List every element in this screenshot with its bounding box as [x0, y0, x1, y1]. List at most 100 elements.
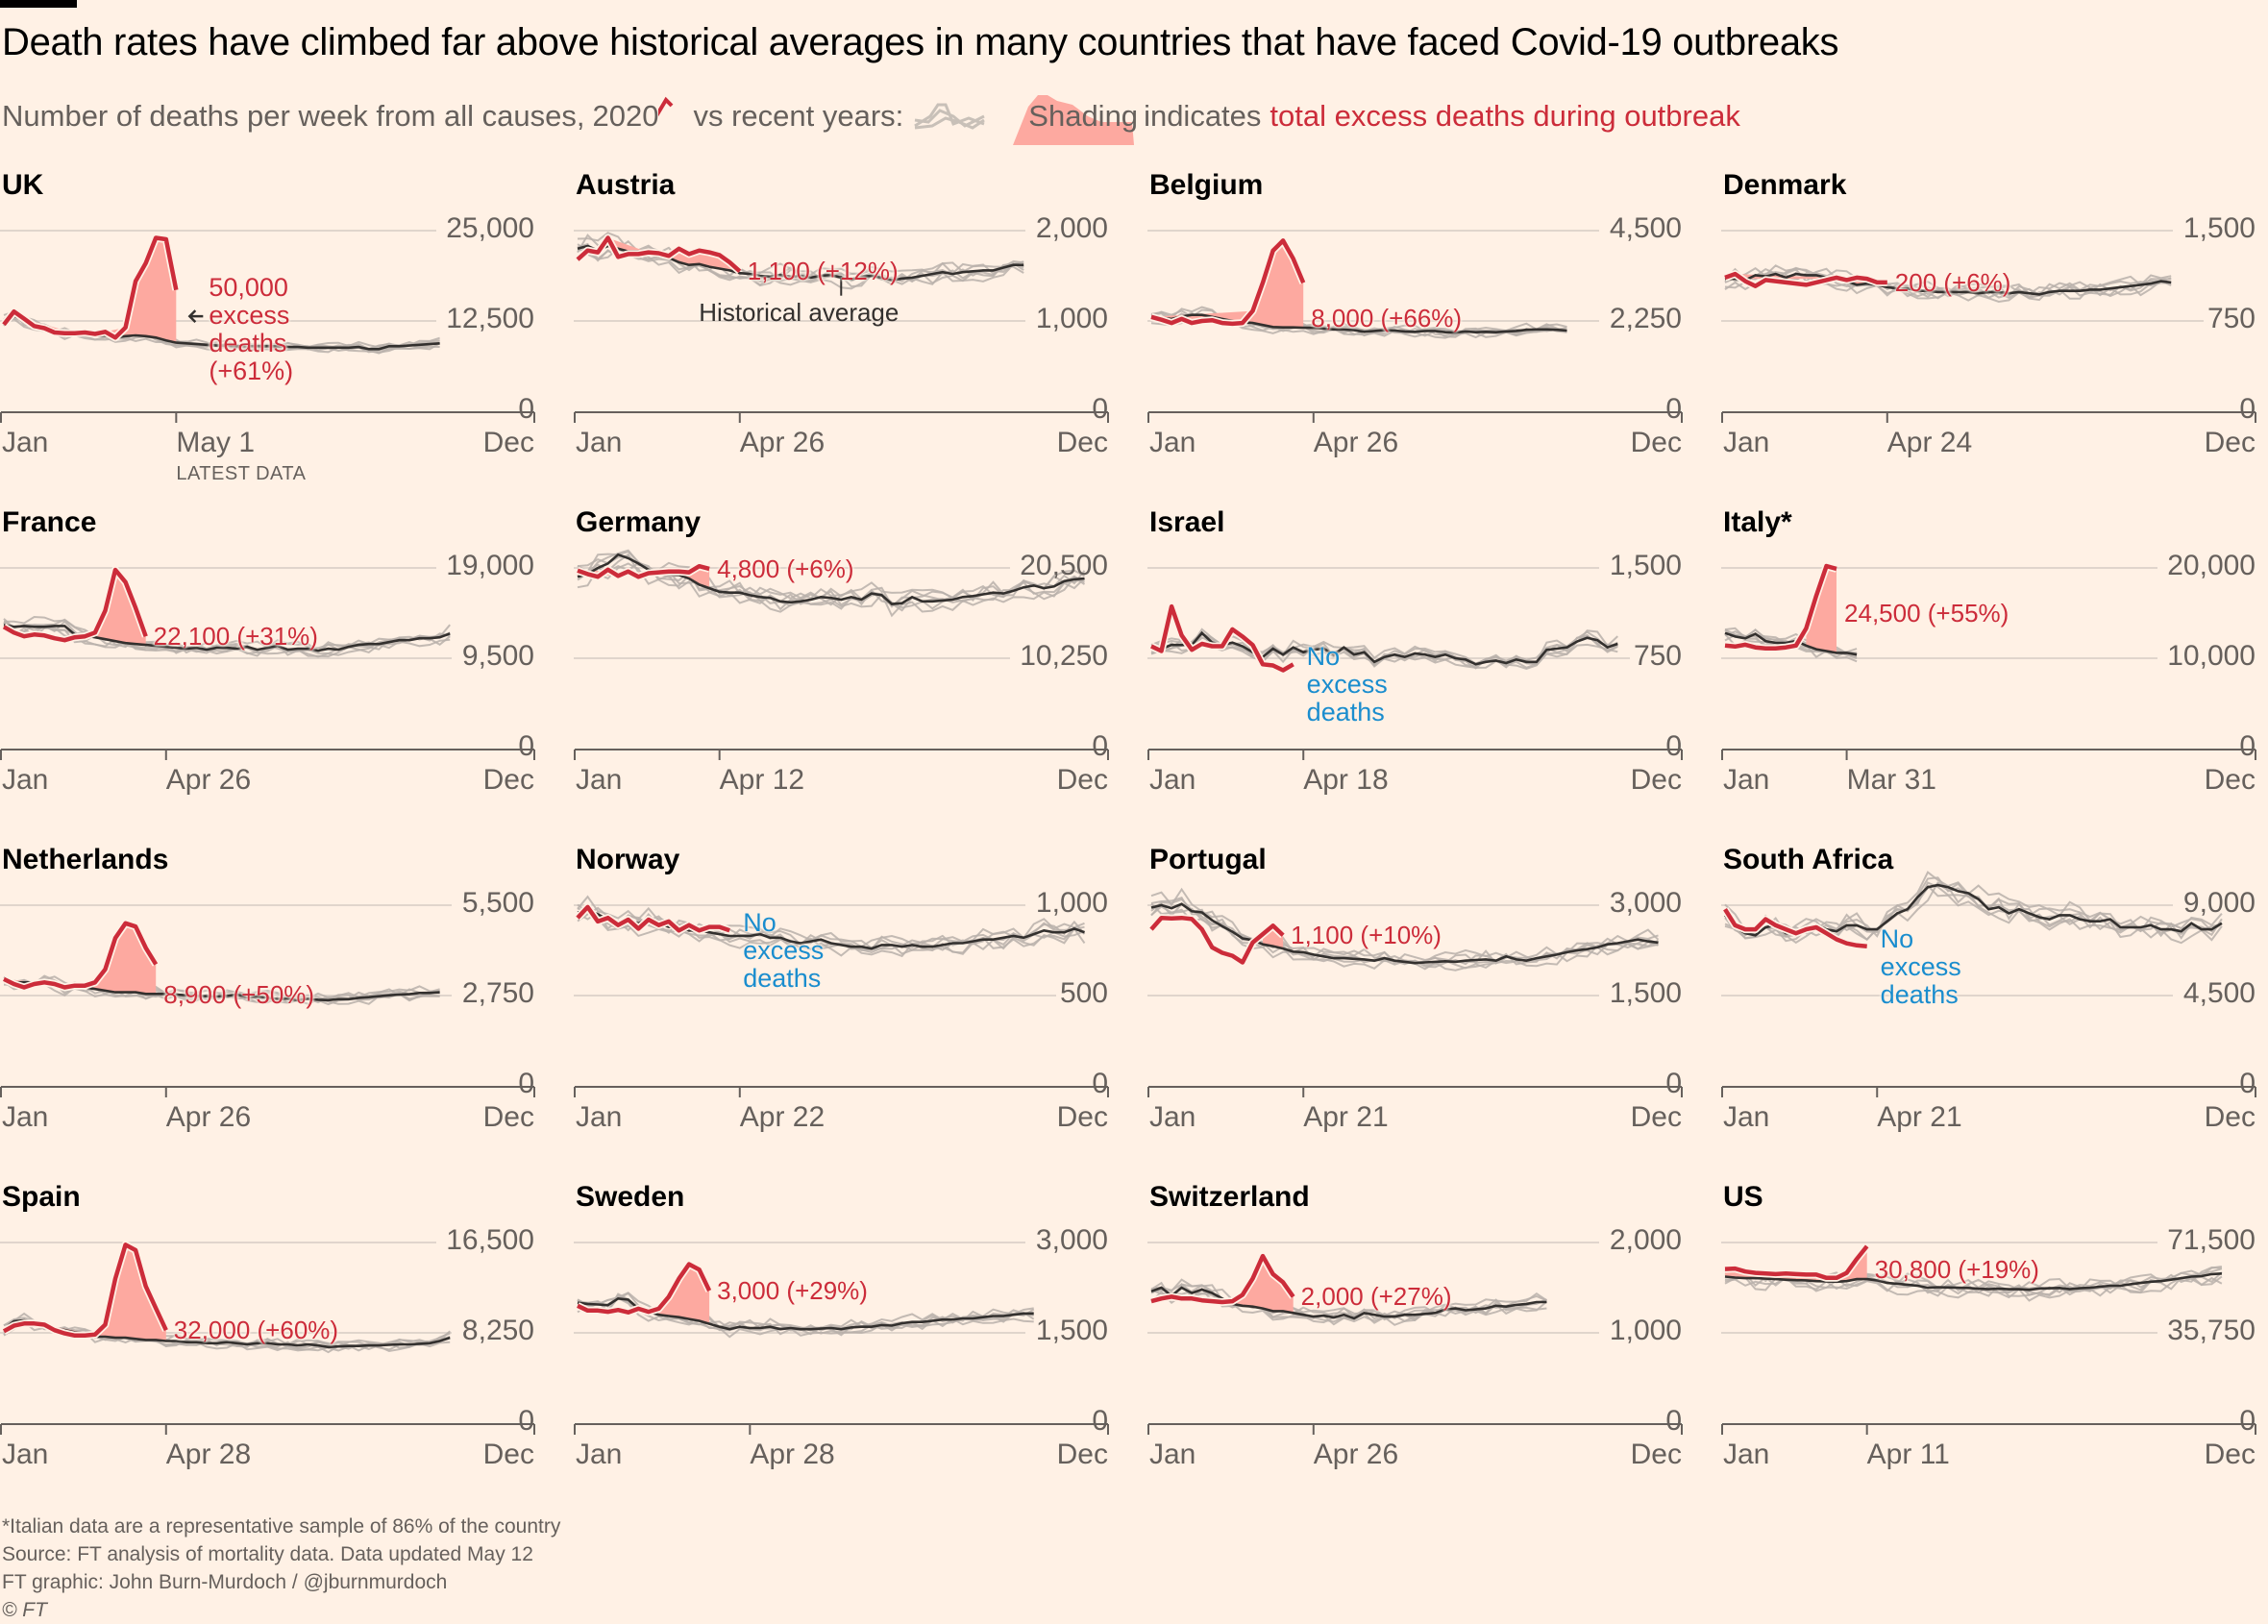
legend-2020-line-icon [658, 96, 674, 117]
y-tick-label: 3,000 [1609, 887, 1682, 919]
x-tick-label: Apr 11 [1866, 1439, 1950, 1470]
panel-south-africa: South Africa 9,000 4,500 0 Jan Apr 21 Dec No exc… [1721, 844, 2268, 1170]
x-tick-label: Apr 18 [1303, 764, 1389, 796]
x-tick-label: Jan [1723, 1439, 1770, 1470]
panel-title: Belgium [1149, 169, 1264, 201]
panel-uk: UK 25,000 12,500 0 Jan May 1 Dec LATEST DATA 50,… [0, 169, 548, 496]
y-tick-label: 10,250 [1020, 640, 1108, 672]
recent-year-line [1724, 1275, 2223, 1297]
x-tick-label: Dec [2204, 764, 2256, 796]
plot-area [574, 230, 1109, 423]
annotation-line: 50,000 [209, 273, 288, 303]
x-tick-label: Dec [1056, 1101, 1108, 1133]
line-2020 [2, 567, 148, 643]
legend-shading-icon [1013, 95, 1135, 145]
no-excess-annotation: No excess deaths [1880, 924, 1961, 1009]
panel-belgium: Belgium 4,500 2,250 0 Jan Apr 26 Dec 8,000 (+66… [1147, 169, 1695, 496]
x-tick-label: Dec [2204, 1439, 2256, 1470]
annotation-line: excess [1306, 670, 1388, 700]
y-tick-label: 0 [518, 730, 534, 762]
y-tick-label: 2,000 [1035, 212, 1108, 244]
line-2020 [577, 1262, 712, 1315]
x-tick-label: Dec [482, 427, 534, 458]
excess-annotation: 50,000 excess deaths (+61%) [209, 274, 293, 385]
panel-title: France [2, 506, 97, 538]
excess-shading [13, 237, 177, 343]
panel-title: Netherlands [2, 844, 169, 875]
plot-area [574, 1242, 1109, 1435]
plot-area [0, 230, 535, 423]
y-tick-label: 0 [2239, 1068, 2256, 1099]
excess-annotation: 2,000 (+27%) [1301, 1283, 1452, 1311]
y-tick-label: 750 [1633, 640, 1682, 672]
subtitle-text-3: indicates [1144, 99, 1262, 133]
x-tick-label: Apr 26 [165, 764, 252, 796]
excess-annotation: 200 (+6%) [1894, 267, 2011, 297]
x-tick-label: Jan [576, 427, 623, 458]
x-tick-label: Dec [1056, 427, 1108, 458]
plot-area [1721, 871, 2256, 1097]
line-2020 [1150, 1253, 1295, 1305]
panel-austria: Austria 2,000 1,000 0 Jan Apr 26 Dec 1,100 (+12… [574, 169, 1122, 496]
recent-year-line [577, 248, 1024, 288]
excess-annotation: 1,100 (+10%) [1291, 922, 1442, 949]
y-tick-label: 0 [2239, 730, 2256, 762]
annotation-line: 30,800 (+19%) [1874, 1255, 2039, 1285]
panel-norway: Norway 1,000 500 0 Jan Apr 22 Dec No excess death… [574, 844, 1122, 1170]
annotation-line: 3,000 (+29%) [717, 1276, 868, 1306]
y-tick-label: 0 [2239, 1405, 2256, 1437]
plot-area [0, 904, 535, 1097]
annotation-line: (+61%) [209, 357, 294, 386]
y-tick-label: 1,000 [1035, 303, 1108, 334]
excess-annotation: 4,800 (+6%) [717, 554, 853, 583]
recent-year-line [577, 895, 1085, 948]
y-tick-label: 0 [1092, 1405, 1108, 1437]
recent-year-line [1150, 1283, 1547, 1318]
y-tick-label: 500 [1059, 977, 1108, 1009]
x-tick-label: Jan [1723, 1101, 1770, 1133]
line-2020 [576, 235, 742, 273]
x-tick-label: Jan [2, 764, 49, 796]
x-tick-label: Apr 22 [739, 1101, 826, 1133]
y-tick-label: 0 [1665, 393, 1682, 425]
annotation-line: excess [1880, 951, 1961, 981]
y-tick-label: 0 [1092, 393, 1108, 425]
panel-netherlands: Netherlands 5,500 2,750 0 Jan Apr 26 Dec 8,900 … [0, 844, 548, 1170]
annotation-arrow [187, 309, 204, 324]
y-tick-label: 3,000 [1035, 1224, 1108, 1256]
y-tick-label: 0 [1665, 1405, 1682, 1437]
x-tick-label: May 1 [176, 427, 256, 458]
panel-title: Portugal [1149, 844, 1267, 875]
x-tick-label: Dec [1630, 1101, 1682, 1133]
annotation-line: 200 (+6%) [1894, 267, 2011, 297]
x-tick-label: Jan [576, 1439, 623, 1470]
recent-year-line [1150, 887, 1660, 964]
annotation-line: 1,100 (+12%) [747, 257, 899, 286]
annotation-line: excess [209, 301, 290, 331]
y-tick-label: 1,000 [1035, 887, 1108, 919]
plot-area [574, 549, 1109, 760]
recent-year-line [4, 615, 451, 650]
y-tick-label: 0 [518, 393, 534, 425]
x-tick-label: Jan [576, 1101, 623, 1133]
y-tick-label: 0 [518, 1068, 534, 1099]
excess-annotation: 24,500 (+55%) [1844, 599, 2009, 627]
y-tick-label: 2,000 [1609, 1224, 1682, 1256]
plot-area [1147, 230, 1683, 423]
chart-title: Death rates have climbed far above histo… [2, 21, 1839, 63]
panel-spain: Spain 16,500 8,250 0 Jan Apr 28 Dec 32,000 (+60… [0, 1181, 548, 1508]
x-tick-label: Jan [1149, 427, 1196, 458]
chart-subtitle: Number of deaths per week from all cause… [2, 92, 1740, 145]
line-2020 [576, 904, 730, 933]
subtitle-text-1: Number of deaths per week from all cause… [2, 99, 585, 133]
panel-switzerland: Switzerland 2,000 1,000 0 Jan Apr 26 Dec 2,000 … [1147, 1181, 1695, 1508]
annotation-line: 32,000 (+60%) [173, 1316, 339, 1345]
x-tick-label: Apr 26 [1313, 427, 1399, 458]
x-tick-label: Dec [1056, 1439, 1108, 1470]
excess-annotation: 8,900 (+50%) [163, 980, 314, 1009]
line-2020 [1150, 238, 1306, 327]
line-2020 [1724, 1244, 1869, 1281]
no-excess-annotation: No excess deaths [1307, 643, 1388, 726]
line-2020 [1724, 271, 1887, 288]
x-tick-label: Jan [1149, 764, 1196, 796]
